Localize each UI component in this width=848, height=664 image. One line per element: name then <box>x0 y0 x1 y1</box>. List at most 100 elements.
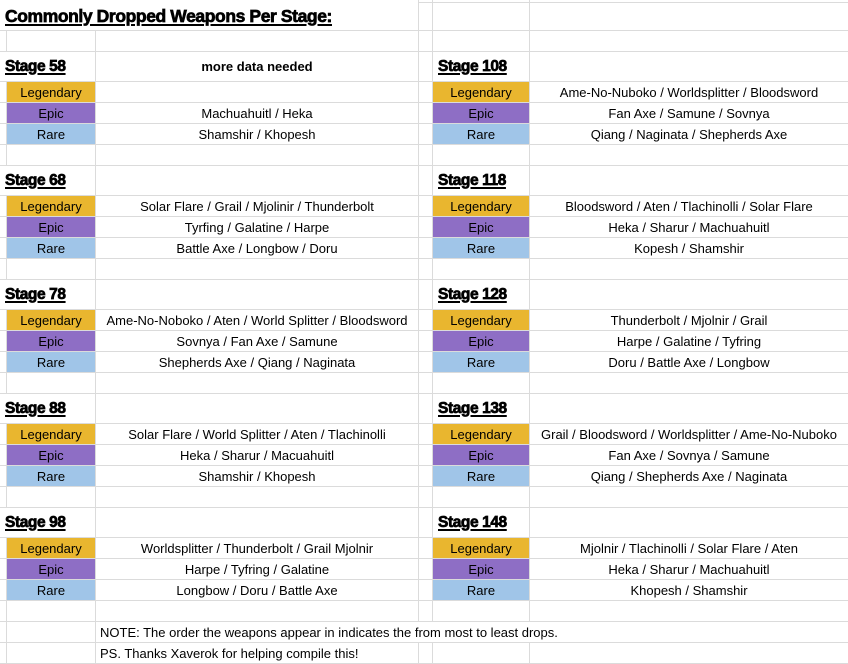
rarity-label-epic: Epic <box>433 331 530 352</box>
rarity-label-legendary: Legendary <box>7 196 96 217</box>
weapons-cell: Ame-No-Noboko / Aten / World Splitter / … <box>96 310 419 331</box>
weapons-cell: Qiang / Naginata / Shepherds Axe <box>530 124 848 145</box>
spacer-cell <box>433 487 530 508</box>
spacer-row <box>0 601 848 622</box>
rarity-label-epic: Epic <box>433 103 530 124</box>
spacer-cell <box>419 643 433 664</box>
stage-title: Stage 98 <box>0 508 96 538</box>
spacer-cell <box>419 331 433 352</box>
note-cell: NOTE: The order the weapons appear in in… <box>96 622 848 643</box>
spacer-cell <box>419 373 433 394</box>
spacer-cell <box>0 238 7 259</box>
spacer-cell <box>419 124 433 145</box>
spacer-cell <box>0 196 7 217</box>
spacer-cell <box>0 0 419 3</box>
spacer-row <box>0 373 848 394</box>
rarity-label-rare: Rare <box>433 238 530 259</box>
spacer-cell <box>96 373 419 394</box>
rarity-row: Legendary Solar Flare / Grail / Mjolinir… <box>0 196 848 217</box>
weapons-cell: Doru / Battle Axe / Longbow <box>530 352 848 373</box>
weapons-cell: Kopesh / Shamshir <box>530 238 848 259</box>
rarity-label-epic: Epic <box>7 445 96 466</box>
spacer-row <box>0 259 848 280</box>
spacer-cell <box>0 445 7 466</box>
spacer-cell <box>96 166 419 196</box>
spacer-cell <box>419 559 433 580</box>
weapons-cell: Tyrfing / Galatine / Harpe <box>96 217 419 238</box>
spacer-cell <box>7 601 96 622</box>
weapons-cell: Heka / Sharur / Machuahuitl <box>530 217 848 238</box>
spacer-cell <box>419 3 433 31</box>
rarity-row: Legendary Worldsplitter / Thunderbolt / … <box>0 538 848 559</box>
rarity-row: Rare Battle Axe / Longbow / Doru Rare Ko… <box>0 238 848 259</box>
ps-cell: PS. Thanks Xaverok for helping compile t… <box>96 643 419 664</box>
weapons-cell: Mjolnir / Tlachinolli / Solar Flare / At… <box>530 538 848 559</box>
weapons-cell: Bloodsword / Aten / Tlachinolli / Solar … <box>530 196 848 217</box>
stage-title: Stage 138 <box>433 394 530 424</box>
footer-note-row: NOTE: The order the weapons appear in in… <box>0 622 848 643</box>
weapons-cell: Thunderbolt / Mjolnir / Grail <box>530 310 848 331</box>
spacer-cell <box>0 259 7 280</box>
spacer-cell <box>433 145 530 166</box>
weapons-cell: Longbow / Doru / Battle Axe <box>96 580 419 601</box>
spacer-cell <box>96 487 419 508</box>
spacer-cell <box>419 52 433 82</box>
spacer-row <box>0 487 848 508</box>
rarity-row: Rare Shamshir / Khopesh Rare Qiang / Nag… <box>0 124 848 145</box>
weapons-cell: Grail / Bloodsword / Worldsplitter / Ame… <box>530 424 848 445</box>
rarity-row: Epic Harpe / Tyfring / Galatine Epic Hek… <box>0 559 848 580</box>
weapons-cell: Machuahuitl / Heka <box>96 103 419 124</box>
rarity-label-rare: Rare <box>433 580 530 601</box>
spacer-cell <box>0 145 7 166</box>
rarity-label-legendary: Legendary <box>433 82 530 103</box>
spacer-cell <box>419 166 433 196</box>
rarity-label-rare: Rare <box>433 466 530 487</box>
spacer-cell <box>433 643 530 664</box>
weapons-cell: Heka / Sharur / Macuahuitl <box>96 445 419 466</box>
spacer-cell <box>0 124 7 145</box>
stage-title: Stage 88 <box>0 394 96 424</box>
spacer-cell <box>530 166 848 196</box>
stage-header-row: Stage 78 Stage 128 <box>0 280 848 310</box>
rarity-row: Epic Sovnya / Fan Axe / Samune Epic Harp… <box>0 331 848 352</box>
stage-title: Stage 68 <box>0 166 96 196</box>
stage-header-row: Stage 58 more data needed Stage 108 <box>0 52 848 82</box>
rarity-row: Rare Shamshir / Khopesh Rare Qiang / She… <box>0 466 848 487</box>
rarity-label-epic: Epic <box>7 217 96 238</box>
spacer-cell <box>96 259 419 280</box>
rarity-row: Legendary Ame-No-Noboko / Aten / World S… <box>0 310 848 331</box>
spacer-cell <box>419 508 433 538</box>
spacer-cell <box>96 31 419 52</box>
spacer-cell <box>419 394 433 424</box>
rarity-row: Epic Heka / Sharur / Macuahuitl Epic Fan… <box>0 445 848 466</box>
spacer-cell <box>0 538 7 559</box>
weapons-cell: Fan Axe / Sovnya / Samune <box>530 445 848 466</box>
spacer-cell <box>530 3 848 31</box>
spacer-cell <box>0 601 7 622</box>
spacer-cell <box>530 508 848 538</box>
spacer-cell <box>419 601 433 622</box>
spacer-cell <box>0 643 7 664</box>
spacer-cell <box>0 580 7 601</box>
rarity-label-epic: Epic <box>7 331 96 352</box>
weapons-cell <box>96 82 419 103</box>
weapons-cell: Worldsplitter / Thunderbolt / Grail Mjol… <box>96 538 419 559</box>
rarity-label-epic: Epic <box>433 445 530 466</box>
rarity-label-legendary: Legendary <box>7 538 96 559</box>
spacer-cell <box>419 445 433 466</box>
spacer-cell <box>7 643 96 664</box>
more-data-needed-cell: more data needed <box>96 52 419 82</box>
weapons-cell: Fan Axe / Samune / Sovnya <box>530 103 848 124</box>
rarity-label-legendary: Legendary <box>7 424 96 445</box>
spacer-cell <box>7 259 96 280</box>
spacer-cell <box>419 310 433 331</box>
rarity-label-legendary: Legendary <box>7 310 96 331</box>
rarity-label-epic: Epic <box>433 217 530 238</box>
spacer-cell <box>419 580 433 601</box>
rarity-row: Legendary Solar Flare / World Splitter /… <box>0 424 848 445</box>
rarity-label-legendary: Legendary <box>433 424 530 445</box>
rarity-row: Epic Machuahuitl / Heka Epic Fan Axe / S… <box>0 103 848 124</box>
stage-title: Stage 118 <box>433 166 530 196</box>
spacer-cell <box>433 373 530 394</box>
